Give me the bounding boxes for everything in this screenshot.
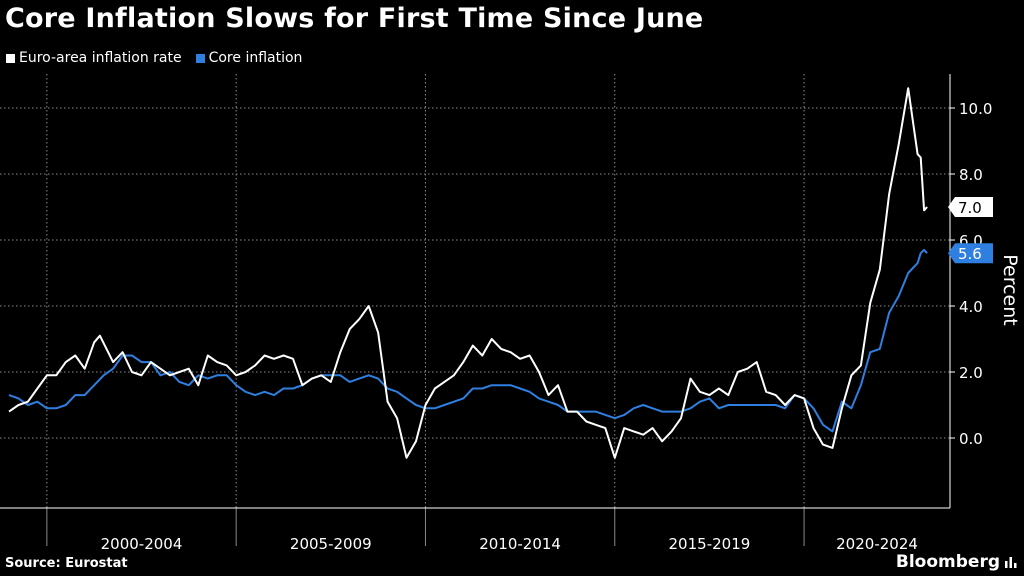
y-tick-label: 8.0 [959,166,983,184]
x-period-label: 2020-2024 [836,535,918,553]
legend-swatch-headline [6,53,15,63]
end-label-text: 7.0 [958,199,982,217]
x-period-label: 2005-2009 [290,535,372,553]
y-axis-label: Percent [999,254,1021,326]
end-label-box [948,243,993,264]
series-line-headline [8,87,928,459]
legend: Euro-area inflation rate Core inflation [6,50,302,66]
x-period-label: 2015-2019 [669,535,751,553]
x-period-label: 2000-2004 [101,535,183,553]
legend-swatch-core [195,53,205,63]
x-period-label: 2010-2014 [479,535,561,553]
legend-label-headline: Euro-area inflation rate [19,50,182,66]
series-line-core [8,248,928,433]
legend-label-core: Core inflation [208,50,303,66]
end-label-box [948,197,993,217]
end-label-headline: 7.0 [948,197,993,217]
brand-name: Bloomberg [895,552,1000,572]
bloomberg-bars-icon [1005,557,1017,568]
legend-item-headline: Euro-area inflation rate [6,50,182,66]
chart-title: Core Inflation Slows for First Time Sinc… [5,3,704,34]
end-label-core: 5.6 [948,243,993,264]
y-tick-label: 0.0 [959,430,983,448]
end-label-text: 5.6 [958,245,982,263]
legend-item-core: Core inflation [195,50,303,66]
y-tick-label: 10.0 [959,100,992,118]
bloomberg-logo: Bloomberg [896,552,1018,572]
y-tick-label: 2.0 [959,364,983,382]
source-note: Source: Eurostat [5,556,128,571]
y-tick-label: 4.0 [959,298,983,316]
